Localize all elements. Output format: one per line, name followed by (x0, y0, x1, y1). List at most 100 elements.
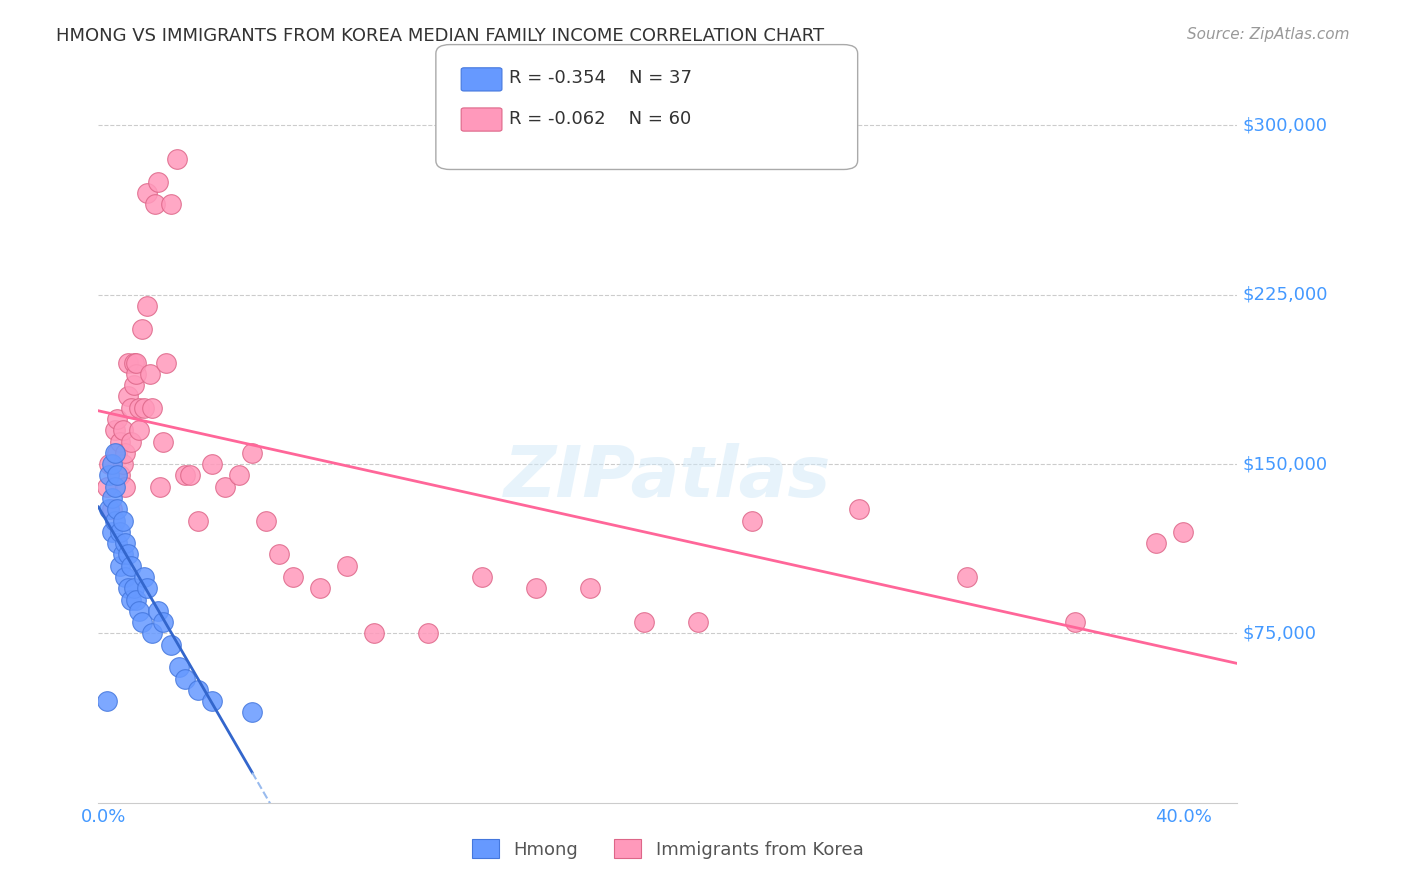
Point (120, 558, 142, 573)
Point (308, 582, 330, 596)
Point (134, 570, 156, 584)
Point (101, 457, 124, 471)
Point (524, 582, 547, 596)
Point (128, 401, 150, 415)
Point (152, 434, 174, 449)
Point (152, 615, 174, 630)
Point (96, 480, 118, 494)
Point (114, 446, 136, 460)
Point (848, 502, 870, 516)
Point (1144, 536, 1167, 550)
Point (104, 423, 127, 437)
Point (105, 446, 128, 460)
Point (160, 638, 183, 652)
Point (117, 548, 139, 562)
Point (166, 153, 188, 167)
Point (187, 682, 209, 697)
Point (956, 570, 979, 584)
Point (122, 355, 145, 369)
Point (201, 694, 224, 708)
Point (98, 468, 121, 483)
Point (111, 548, 134, 562)
Point (254, 514, 277, 528)
Point (471, 570, 494, 584)
Point (363, 626, 385, 640)
Point (101, 491, 124, 505)
Point (104, 446, 127, 460)
Text: $300,000: $300,000 (1243, 117, 1329, 135)
Point (105, 412, 128, 426)
Point (104, 480, 127, 494)
Point (281, 570, 304, 584)
Point (111, 457, 134, 471)
Point (1173, 524, 1195, 539)
Point (101, 524, 124, 539)
Point (117, 355, 139, 369)
Point (138, 367, 160, 381)
Point (336, 558, 359, 573)
Point (125, 367, 148, 381)
Point (578, 582, 600, 596)
Point (143, 197, 166, 211)
Text: R = -0.354    N = 37: R = -0.354 N = 37 (509, 70, 692, 87)
Point (141, 626, 163, 640)
Point (240, 706, 263, 720)
Point (120, 434, 142, 449)
Point (108, 468, 131, 483)
Point (101, 502, 124, 516)
Point (105, 536, 128, 550)
Point (98, 502, 121, 516)
Point (114, 536, 136, 550)
Point (108, 434, 131, 449)
Point (122, 378, 145, 392)
Point (117, 389, 139, 403)
Point (686, 615, 709, 630)
Point (128, 604, 150, 618)
Point (134, 401, 156, 415)
Text: R = -0.062    N = 60: R = -0.062 N = 60 (509, 110, 692, 128)
Point (114, 480, 136, 494)
Point (136, 186, 159, 201)
Point (108, 558, 131, 573)
Text: $75,000: $75,000 (1243, 624, 1317, 642)
Point (125, 355, 148, 369)
Point (179, 468, 201, 483)
Point (146, 175, 169, 189)
Point (155, 355, 177, 369)
Point (114, 570, 136, 584)
Text: $150,000: $150,000 (1243, 455, 1329, 473)
Point (173, 672, 195, 686)
Point (741, 514, 763, 528)
Point (136, 299, 159, 313)
Point (117, 582, 139, 596)
Point (416, 626, 439, 640)
Point (122, 582, 145, 596)
Point (111, 514, 134, 528)
Point (120, 401, 142, 415)
Text: Source: ZipAtlas.com: Source: ZipAtlas.com (1187, 27, 1350, 42)
Point (201, 457, 224, 471)
Point (1064, 615, 1087, 630)
Point (105, 502, 128, 516)
Point (108, 524, 131, 539)
Text: $225,000: $225,000 (1243, 285, 1329, 304)
Point (131, 615, 153, 630)
Point (173, 468, 195, 483)
Point (105, 468, 128, 483)
Point (228, 468, 250, 483)
Point (160, 197, 183, 211)
Text: ZIPatlas: ZIPatlas (505, 443, 831, 512)
Point (131, 321, 153, 335)
Point (111, 423, 134, 437)
Point (633, 615, 655, 630)
Point (96, 694, 118, 708)
Point (187, 514, 209, 528)
Point (146, 604, 169, 618)
Text: HMONG VS IMMIGRANTS FROM KOREA MEDIAN FAMILY INCOME CORRELATION CHART: HMONG VS IMMIGRANTS FROM KOREA MEDIAN FA… (56, 27, 824, 45)
Point (269, 548, 291, 562)
Point (104, 514, 127, 528)
Point (214, 480, 236, 494)
Point (149, 480, 172, 494)
Point (136, 582, 159, 596)
Point (120, 592, 142, 607)
